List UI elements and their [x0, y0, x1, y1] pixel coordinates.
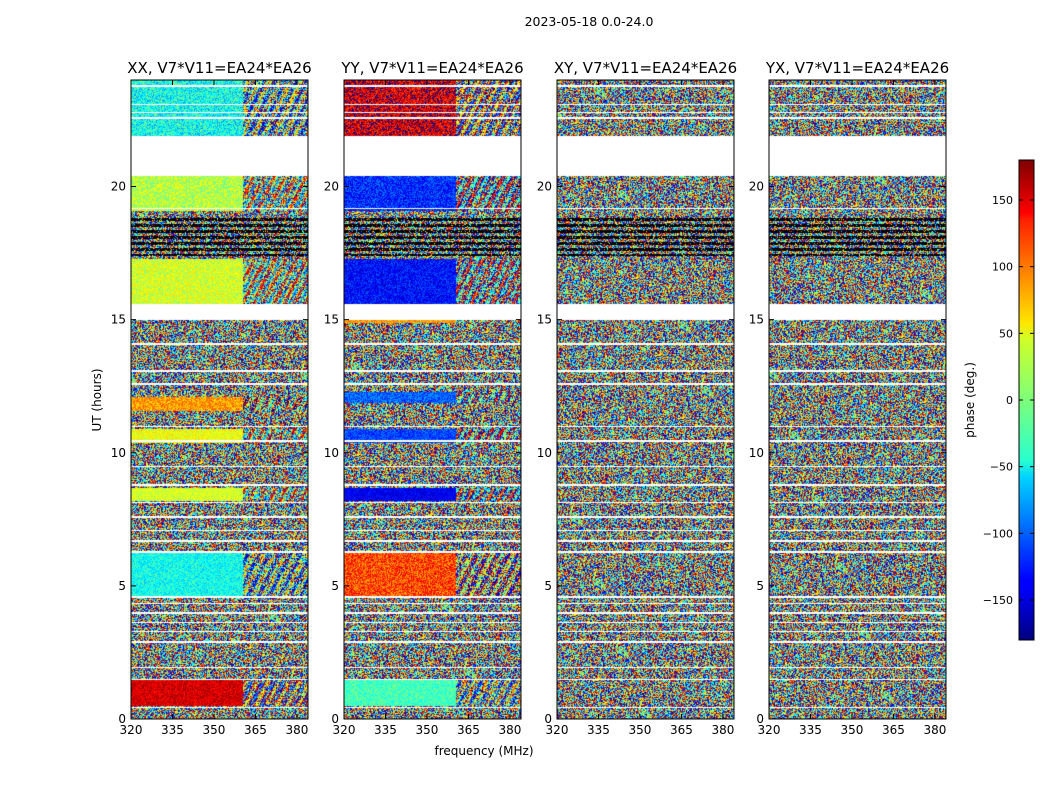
- y-tick-label: 20: [111, 180, 126, 194]
- x-tick-label: 335: [587, 723, 610, 737]
- y-tick-label: 15: [537, 313, 552, 327]
- panel-3: XY, V7*V11=EA24*EA26 320 335 350 365 380 0 5 10 1…: [537, 59, 737, 737]
- y-tick-label: 20: [324, 180, 339, 194]
- y-tick-label: 5: [331, 579, 339, 593]
- y-tick-label: 15: [111, 313, 126, 327]
- x-tick-label: 365: [670, 723, 693, 737]
- colorbar-tick-label: 150: [992, 194, 1013, 207]
- x-tick-label: 320: [546, 723, 569, 737]
- colorbar-label: phase (deg.): [963, 362, 977, 438]
- y-tick-label: 15: [324, 313, 339, 327]
- y-tick-label: 10: [111, 446, 126, 460]
- colorbar-tick-label: −150: [983, 594, 1013, 607]
- colorbar-tick-label: −100: [983, 527, 1013, 540]
- y-tick-label: 0: [118, 712, 126, 726]
- x-tick-label: 320: [120, 723, 143, 737]
- x-tick-label: 350: [841, 723, 864, 737]
- panel-title: XY, V7*V11=EA24*EA26: [554, 59, 737, 77]
- colorbar-tick-label: −50: [990, 461, 1013, 474]
- panel-frame: [768, 79, 947, 720]
- y-tick-label: 0: [331, 712, 339, 726]
- panel-title: YY, V7*V11=EA24*EA26: [340, 59, 523, 77]
- x-tick-label: 335: [799, 723, 822, 737]
- colorbar-tick-label: 100: [992, 261, 1013, 274]
- y-axis-label: UT (hours): [90, 368, 104, 431]
- y-tick-label: 10: [537, 446, 552, 460]
- y-tick-label: 20: [537, 180, 552, 194]
- heatmap-image: [344, 80, 521, 719]
- figure-title: 2023-05-18 0.0-24.0: [525, 14, 654, 29]
- x-tick-label: 380: [498, 723, 521, 737]
- x-tick-label: 320: [333, 723, 356, 737]
- colorbar-tick-label: 50: [999, 327, 1013, 340]
- x-tick-label: 320: [758, 723, 781, 737]
- heatmap-image: [769, 80, 946, 719]
- colorbar: 150 100 50 0 −50 −100 −150 phase (deg.): [963, 159, 1035, 641]
- panel-2: YY, V7*V11=EA24*EA26 320 335 350 365 380 0 5 10 1…: [324, 59, 524, 737]
- panel-1: XX, V7*V11=EA24*EA26 320 335 350 365 380 0 5 10 1…: [111, 59, 312, 737]
- y-tick-label: 5: [544, 579, 552, 593]
- x-tick-label: 365: [244, 723, 267, 737]
- panel-4: YX, V7*V11=EA24*EA26 320 335 350 365 380 0 5 10 1…: [749, 59, 949, 737]
- heatmap-image: [557, 80, 734, 719]
- y-tick-label: 0: [544, 712, 552, 726]
- x-tick-label: 365: [457, 723, 480, 737]
- x-tick-label: 365: [882, 723, 905, 737]
- panel-frame: [556, 79, 735, 720]
- y-tick-label: 5: [118, 579, 126, 593]
- x-tick-label: 380: [923, 723, 946, 737]
- panel-title: YX, V7*V11=EA24*EA26: [765, 59, 949, 77]
- heatmap-image: [131, 80, 308, 719]
- panel-frame: [343, 79, 522, 720]
- x-axis-label: frequency (MHz): [434, 744, 533, 758]
- x-tick-label: 335: [374, 723, 397, 737]
- y-tick-label: 5: [756, 579, 764, 593]
- x-tick-label: 350: [203, 723, 226, 737]
- y-tick-label: 15: [749, 313, 764, 327]
- y-tick-label: 10: [324, 446, 339, 460]
- x-tick-label: 350: [416, 723, 439, 737]
- x-tick-label: 380: [285, 723, 308, 737]
- y-tick-label: 20: [749, 180, 764, 194]
- x-tick-label: 335: [161, 723, 184, 737]
- x-tick-label: 350: [629, 723, 652, 737]
- y-tick-label: 10: [749, 446, 764, 460]
- colorbar-tick-label: 0: [1006, 394, 1013, 407]
- y-tick-label: 0: [756, 712, 764, 726]
- panel-title: XX, V7*V11=EA24*EA26: [127, 59, 311, 77]
- x-tick-label: 380: [711, 723, 734, 737]
- panel-frame: [130, 79, 309, 720]
